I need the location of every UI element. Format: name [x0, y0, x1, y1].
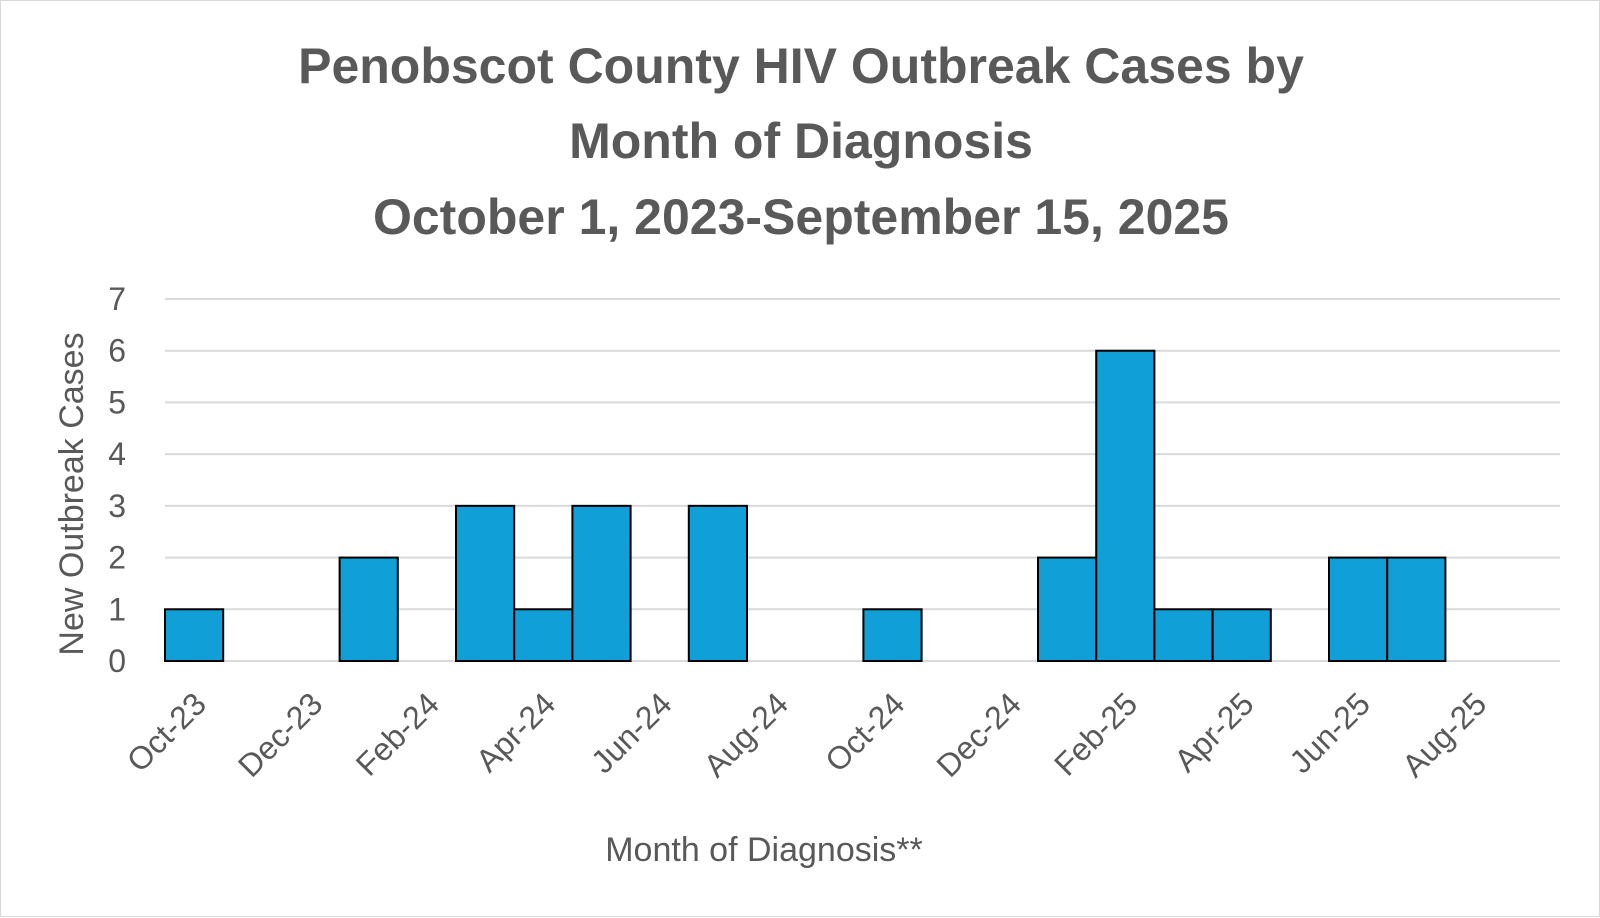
y-axis-ticks: 0 1 2 3 4 5 6 7 [108, 281, 126, 679]
x-tick-label: Dec-23 [231, 685, 329, 783]
bar-feb-25 [1095, 349, 1156, 662]
y-tick-label: 6 [108, 333, 126, 369]
x-axis-ticks: Oct-23 Dec-23 Feb-24 Apr-24 Jun-24 Aug-24 Oct-… [120, 685, 1494, 783]
bar-oct-23 [164, 608, 225, 662]
x-tick-label: Dec-24 [929, 685, 1027, 783]
x-tick-label: Apr-25 [1167, 685, 1260, 778]
bar-apr-24 [513, 608, 574, 662]
x-tick-label: Aug-25 [1395, 685, 1493, 783]
x-axis-label: Month of Diagnosis** [605, 831, 923, 869]
bar-apr-25 [1211, 608, 1272, 662]
x-tick-label: Apr-24 [469, 685, 562, 778]
y-tick-label: 3 [108, 488, 126, 524]
chart-title-line-2: Month of Diagnosis [569, 113, 1033, 169]
x-tick-label: Oct-24 [818, 685, 911, 778]
bar-mar-25 [1153, 608, 1214, 662]
y-tick-label: 7 [108, 281, 126, 317]
y-tick-label: 0 [108, 643, 126, 679]
chart-title-line-1: Penobscot County HIV Outbreak Cases by [298, 38, 1304, 94]
chart-title-line-3: October 1, 2023-September 15, 2025 [373, 189, 1229, 245]
y-tick-label: 2 [108, 540, 126, 576]
x-tick-label: Jun-25 [1282, 685, 1377, 780]
bar-mar-24 [455, 504, 516, 662]
bars [164, 349, 1447, 662]
x-tick-label: Feb-25 [1047, 685, 1144, 782]
x-tick-label: Aug-24 [697, 685, 795, 783]
bar-jul-24 [687, 504, 748, 662]
bar-jun-25 [1328, 556, 1389, 662]
bar-oct-24 [862, 608, 923, 662]
bar-jan-25 [1037, 556, 1098, 662]
bar-jul-25 [1386, 556, 1447, 662]
bar-jan-24 [338, 556, 399, 662]
y-tick-label: 4 [108, 436, 126, 472]
x-tick-label: Jun-24 [584, 685, 679, 780]
y-tick-label: 1 [108, 591, 126, 627]
x-tick-label: Feb-24 [349, 685, 446, 782]
x-tick-label: Oct-23 [120, 685, 213, 778]
y-axis-label: New Outbreak Cases [53, 332, 91, 655]
y-tick-label: 5 [108, 384, 126, 420]
bar-may-24 [571, 504, 632, 662]
